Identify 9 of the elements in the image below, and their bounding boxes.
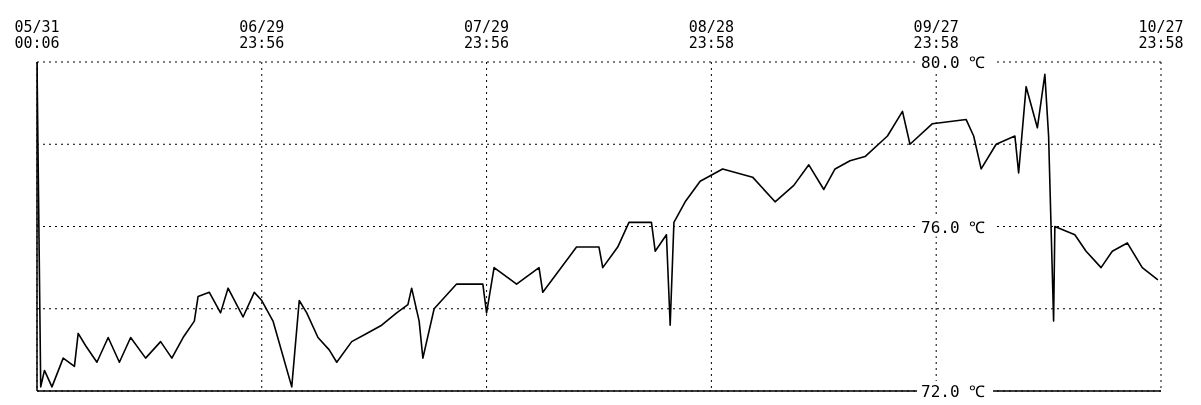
x-tick-label: 05/31 00:06 [14,18,60,52]
y-tick-label: 76.0 ℃ [921,217,986,237]
x-tick-label: 09/27 23:58 [913,18,959,52]
x-tick-label: 06/29 23:56 [239,18,285,52]
x-tick-label: 08/28 23:58 [688,18,734,52]
x-tick-label: 07/29 23:56 [463,18,510,52]
y-tick-label: 72.0 ℃ [921,382,986,401]
y-tick-label: 80.0 ℃ [921,53,986,72]
x-tick-label: 10/27 23:58 [1138,18,1184,52]
